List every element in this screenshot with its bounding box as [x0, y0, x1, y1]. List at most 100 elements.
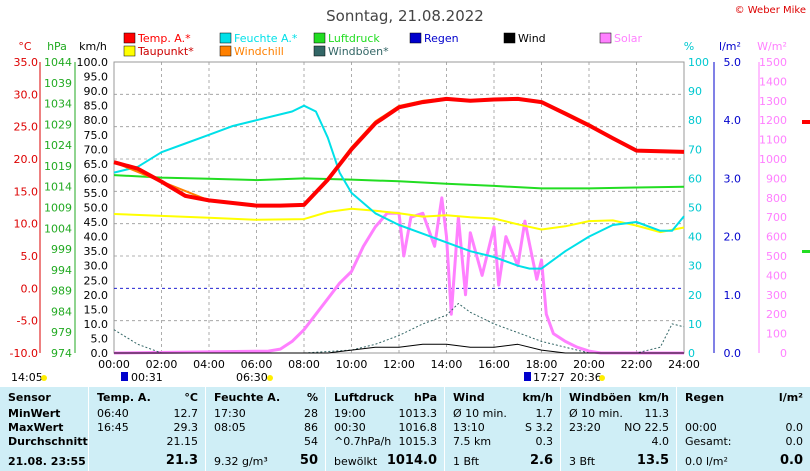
- kmh-tick: 85.0: [84, 100, 109, 113]
- wm2-tick: 300: [766, 289, 787, 302]
- sun-dot-icon: [599, 375, 605, 381]
- x-tick: 08:00: [288, 358, 320, 371]
- axis-units: °C hPa km/h% l/m² W/m²: [18, 40, 786, 53]
- series-line: [113, 104, 685, 270]
- hpa-tick: 989: [51, 285, 72, 298]
- stat-row-label: Durchschnitt: [8, 435, 88, 448]
- stat-row-value: 1015.3: [398, 435, 438, 448]
- celsius-tick: 30.0: [14, 88, 39, 101]
- celsius-tick: 25.0: [14, 121, 39, 134]
- lm2-tick: 2.0: [724, 231, 742, 244]
- stat-footer-label: 9.32 g/m³: [214, 455, 268, 468]
- weather-chart: Sonntag, 21.08.2022 © Weber Mike Temp. A…: [10, 5, 810, 384]
- percent-tick: 100: [688, 56, 709, 69]
- wm2-tick: 1400: [759, 75, 787, 88]
- hpa-tick: 979: [51, 326, 72, 339]
- percent-tick: 40: [688, 231, 702, 244]
- x-tick: 24:00: [668, 358, 700, 371]
- x-tick: 18:00: [526, 358, 558, 371]
- hpa-tick: 994: [51, 264, 72, 277]
- sunset-range-label: 20:36: [570, 371, 602, 384]
- stat-row-value: 54: [304, 435, 318, 448]
- stat-unit: hPa: [413, 391, 437, 404]
- wm2-tick: 1200: [759, 114, 787, 127]
- stat-header: Regen: [685, 391, 725, 404]
- series-line: [113, 174, 685, 190]
- wm2-tick: 1100: [759, 134, 787, 147]
- percent-tick: 20: [688, 289, 702, 302]
- kmh-tick: 15.0: [84, 303, 109, 316]
- celsius-tick: -5.0: [17, 315, 38, 328]
- stat-column: Luftdruck hPa 19:00 00:30 ^0.7hPa/h 1013.3 101…: [325, 387, 445, 471]
- percent-tick: 10: [688, 318, 702, 331]
- kmh-tick: 35.0: [84, 245, 109, 258]
- legend-swatch: [313, 32, 326, 44]
- stat-row-label: 17:30: [214, 407, 246, 420]
- stat-row-value: 28: [304, 407, 318, 420]
- kmh-tick: 60.0: [84, 172, 109, 185]
- wm2-tick: 700: [766, 211, 787, 224]
- kmh-tick: 0.0: [91, 347, 109, 360]
- stat-unit: °C: [184, 391, 198, 404]
- stat-header: Windböen: [569, 391, 632, 404]
- stat-row-label: 08:05: [214, 421, 246, 434]
- stat-row-label: MinWert: [8, 407, 61, 420]
- percent-tick: 70: [688, 143, 702, 156]
- stat-row-value: 21.15: [166, 435, 199, 448]
- celsius-tick: -10.0: [10, 347, 38, 360]
- x-tick: 00:00: [98, 358, 130, 371]
- stat-row-label: 16:45: [97, 421, 129, 434]
- stat-row-value: 0.0: [785, 435, 804, 448]
- series-line: [113, 207, 685, 234]
- stat-footer-label: 21.08. 23:55: [8, 455, 86, 468]
- celsius-tick: 35.0: [14, 56, 39, 69]
- sun-dot-icon: [41, 375, 47, 381]
- hpa-tick: 1019: [44, 160, 72, 173]
- wm2-tick: 800: [766, 192, 787, 205]
- x-tick: 06:00: [241, 358, 273, 371]
- lm2-unit: l/m²: [719, 40, 741, 53]
- series: [113, 96, 685, 355]
- legend-swatch: [219, 45, 232, 57]
- lm2-tick: 1.0: [724, 289, 742, 302]
- statistics-table: Sensor MinWert MaxWert Durchschnitt 21.08. 2…: [0, 387, 810, 471]
- wm2-tick: 200: [766, 308, 787, 321]
- wm2-unit: W/m²: [757, 40, 787, 53]
- stat-footer-label: 3 Bft: [569, 455, 596, 468]
- stat-footer-value: 13.5: [636, 453, 669, 468]
- percent-tick: 80: [688, 114, 702, 127]
- hpa-tick: 1009: [44, 202, 72, 215]
- lm2-tick: 4.0: [724, 114, 742, 127]
- stat-row-label: 06:40: [97, 407, 129, 420]
- stat-row-value: S 3.2: [525, 421, 553, 434]
- stat-column: Sensor MinWert MaxWert Durchschnitt 21.08. 2…: [0, 387, 88, 471]
- wm2-tick: 600: [766, 231, 787, 244]
- stat-column: Windböen km/h Ø 10 min. 23:20 11.3 NO 22.5 4.0…: [560, 387, 677, 471]
- kmh-tick: 90.0: [84, 85, 109, 98]
- wm2-tick: 1500: [759, 56, 787, 69]
- hpa-tick: 974: [51, 347, 72, 360]
- percent-tick: 30: [688, 260, 702, 273]
- x-tick: 22:00: [621, 358, 653, 371]
- stat-row-label: MaxWert: [8, 421, 64, 434]
- stat-column: Temp. A. °C 06:40 16:45 12.7 29.3 21.15 21.3: [88, 387, 206, 471]
- stat-unit: km/h: [522, 391, 553, 404]
- stat-header: Sensor: [8, 391, 51, 404]
- celsius-tick: 15.0: [14, 185, 39, 198]
- stat-header: Temp. A.: [97, 391, 151, 404]
- stat-row-value: 86: [304, 421, 318, 434]
- stat-footer-label: bewölkt: [334, 455, 378, 468]
- kmh-tick: 100.0: [77, 56, 109, 69]
- x-tick: 04:00: [193, 358, 225, 371]
- lm2-tick: 0.0: [724, 347, 742, 360]
- stat-column: Regen l/m² 00:00 Gesamt: 0.0 0.0 0.0 l/m² 0.0: [676, 387, 810, 471]
- credit-label: © Weber Mike: [735, 5, 806, 16]
- stat-row-label: Ø 10 min.: [453, 407, 507, 420]
- hpa-tick: 1039: [44, 77, 72, 90]
- legend-label: Regen: [424, 32, 459, 45]
- stat-row-label: 13:10: [453, 421, 485, 434]
- axes: 35.030.025.020.015.010.05.00.0-5.0-10.01…: [10, 56, 787, 371]
- stat-footer-value: 0.0: [779, 453, 803, 468]
- stat-unit: l/m²: [778, 391, 803, 404]
- stat-row-value: NO 22.5: [624, 421, 669, 434]
